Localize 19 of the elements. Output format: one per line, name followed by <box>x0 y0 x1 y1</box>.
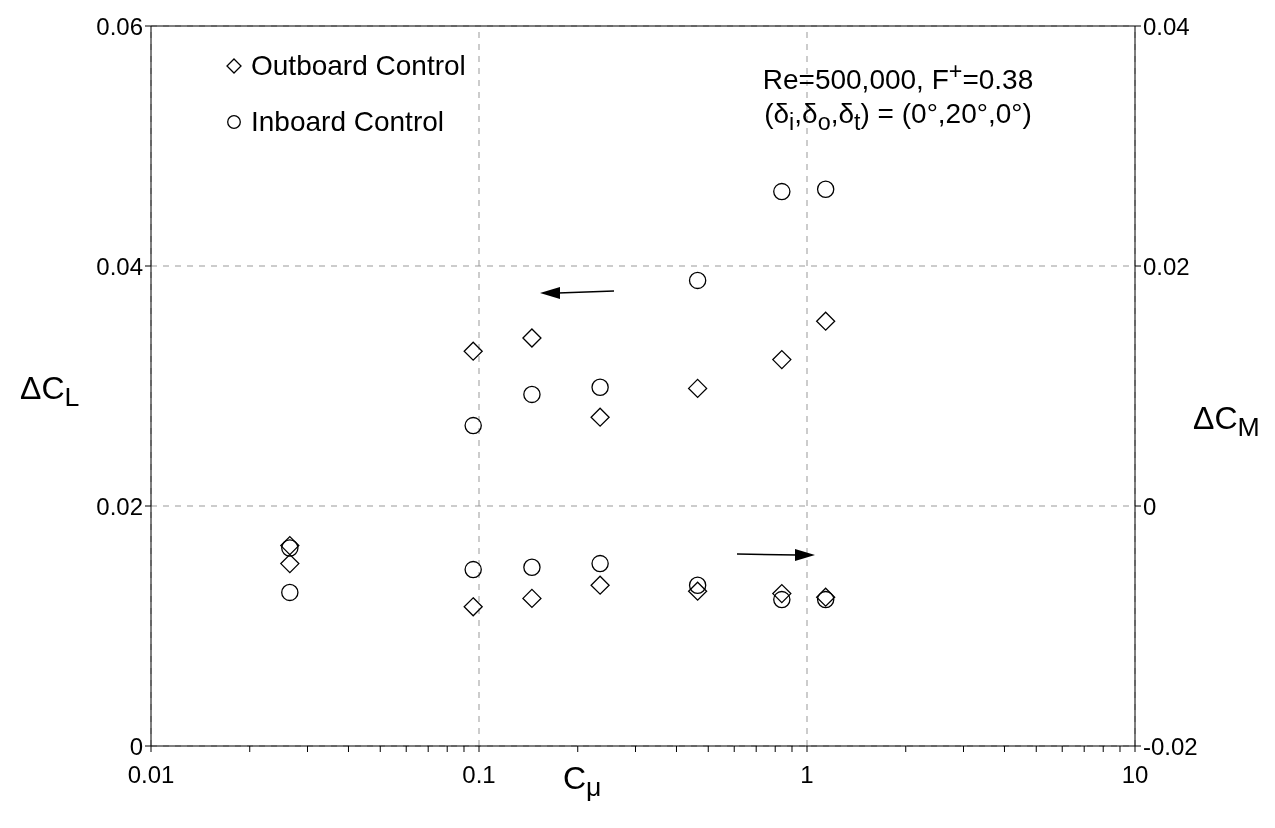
y2-tick-label: 0.04 <box>1143 12 1190 40</box>
y-tick-label: 0.06 <box>96 12 143 40</box>
x-tick-label: 1 <box>800 761 814 789</box>
y-tick-label: 0.02 <box>96 492 143 520</box>
y2-axis-title: ΔC$_{M}$ <box>1193 400 1260 444</box>
x-tick-label: 10 <box>1121 761 1149 789</box>
y-tick-label: 0.04 <box>96 252 143 280</box>
y-tick-label: 0 <box>129 732 143 760</box>
x-tick-label: 0.01 <box>127 761 175 789</box>
y2-tick-label: -0.02 <box>1143 732 1198 760</box>
x-tick-label: 0.1 <box>462 761 496 789</box>
y2-tick-label: 0 <box>1143 492 1157 520</box>
x-axis-title: C$_{μ}$ <box>563 760 602 804</box>
legend-label: Inboard Control <box>251 106 445 138</box>
annotation: Re=500,000, F$^{+}$=0.38 <box>761 58 1035 97</box>
y-axis-title: ΔC$_{L}$ <box>20 370 80 414</box>
y2-tick-label: 0.02 <box>1143 252 1190 280</box>
annotation: (δ$_{i}$,δ$_{o}$,δ$_{t}$) = (0°,20°,0°) <box>763 98 1033 136</box>
legend-label: Outboard Control <box>251 50 466 82</box>
